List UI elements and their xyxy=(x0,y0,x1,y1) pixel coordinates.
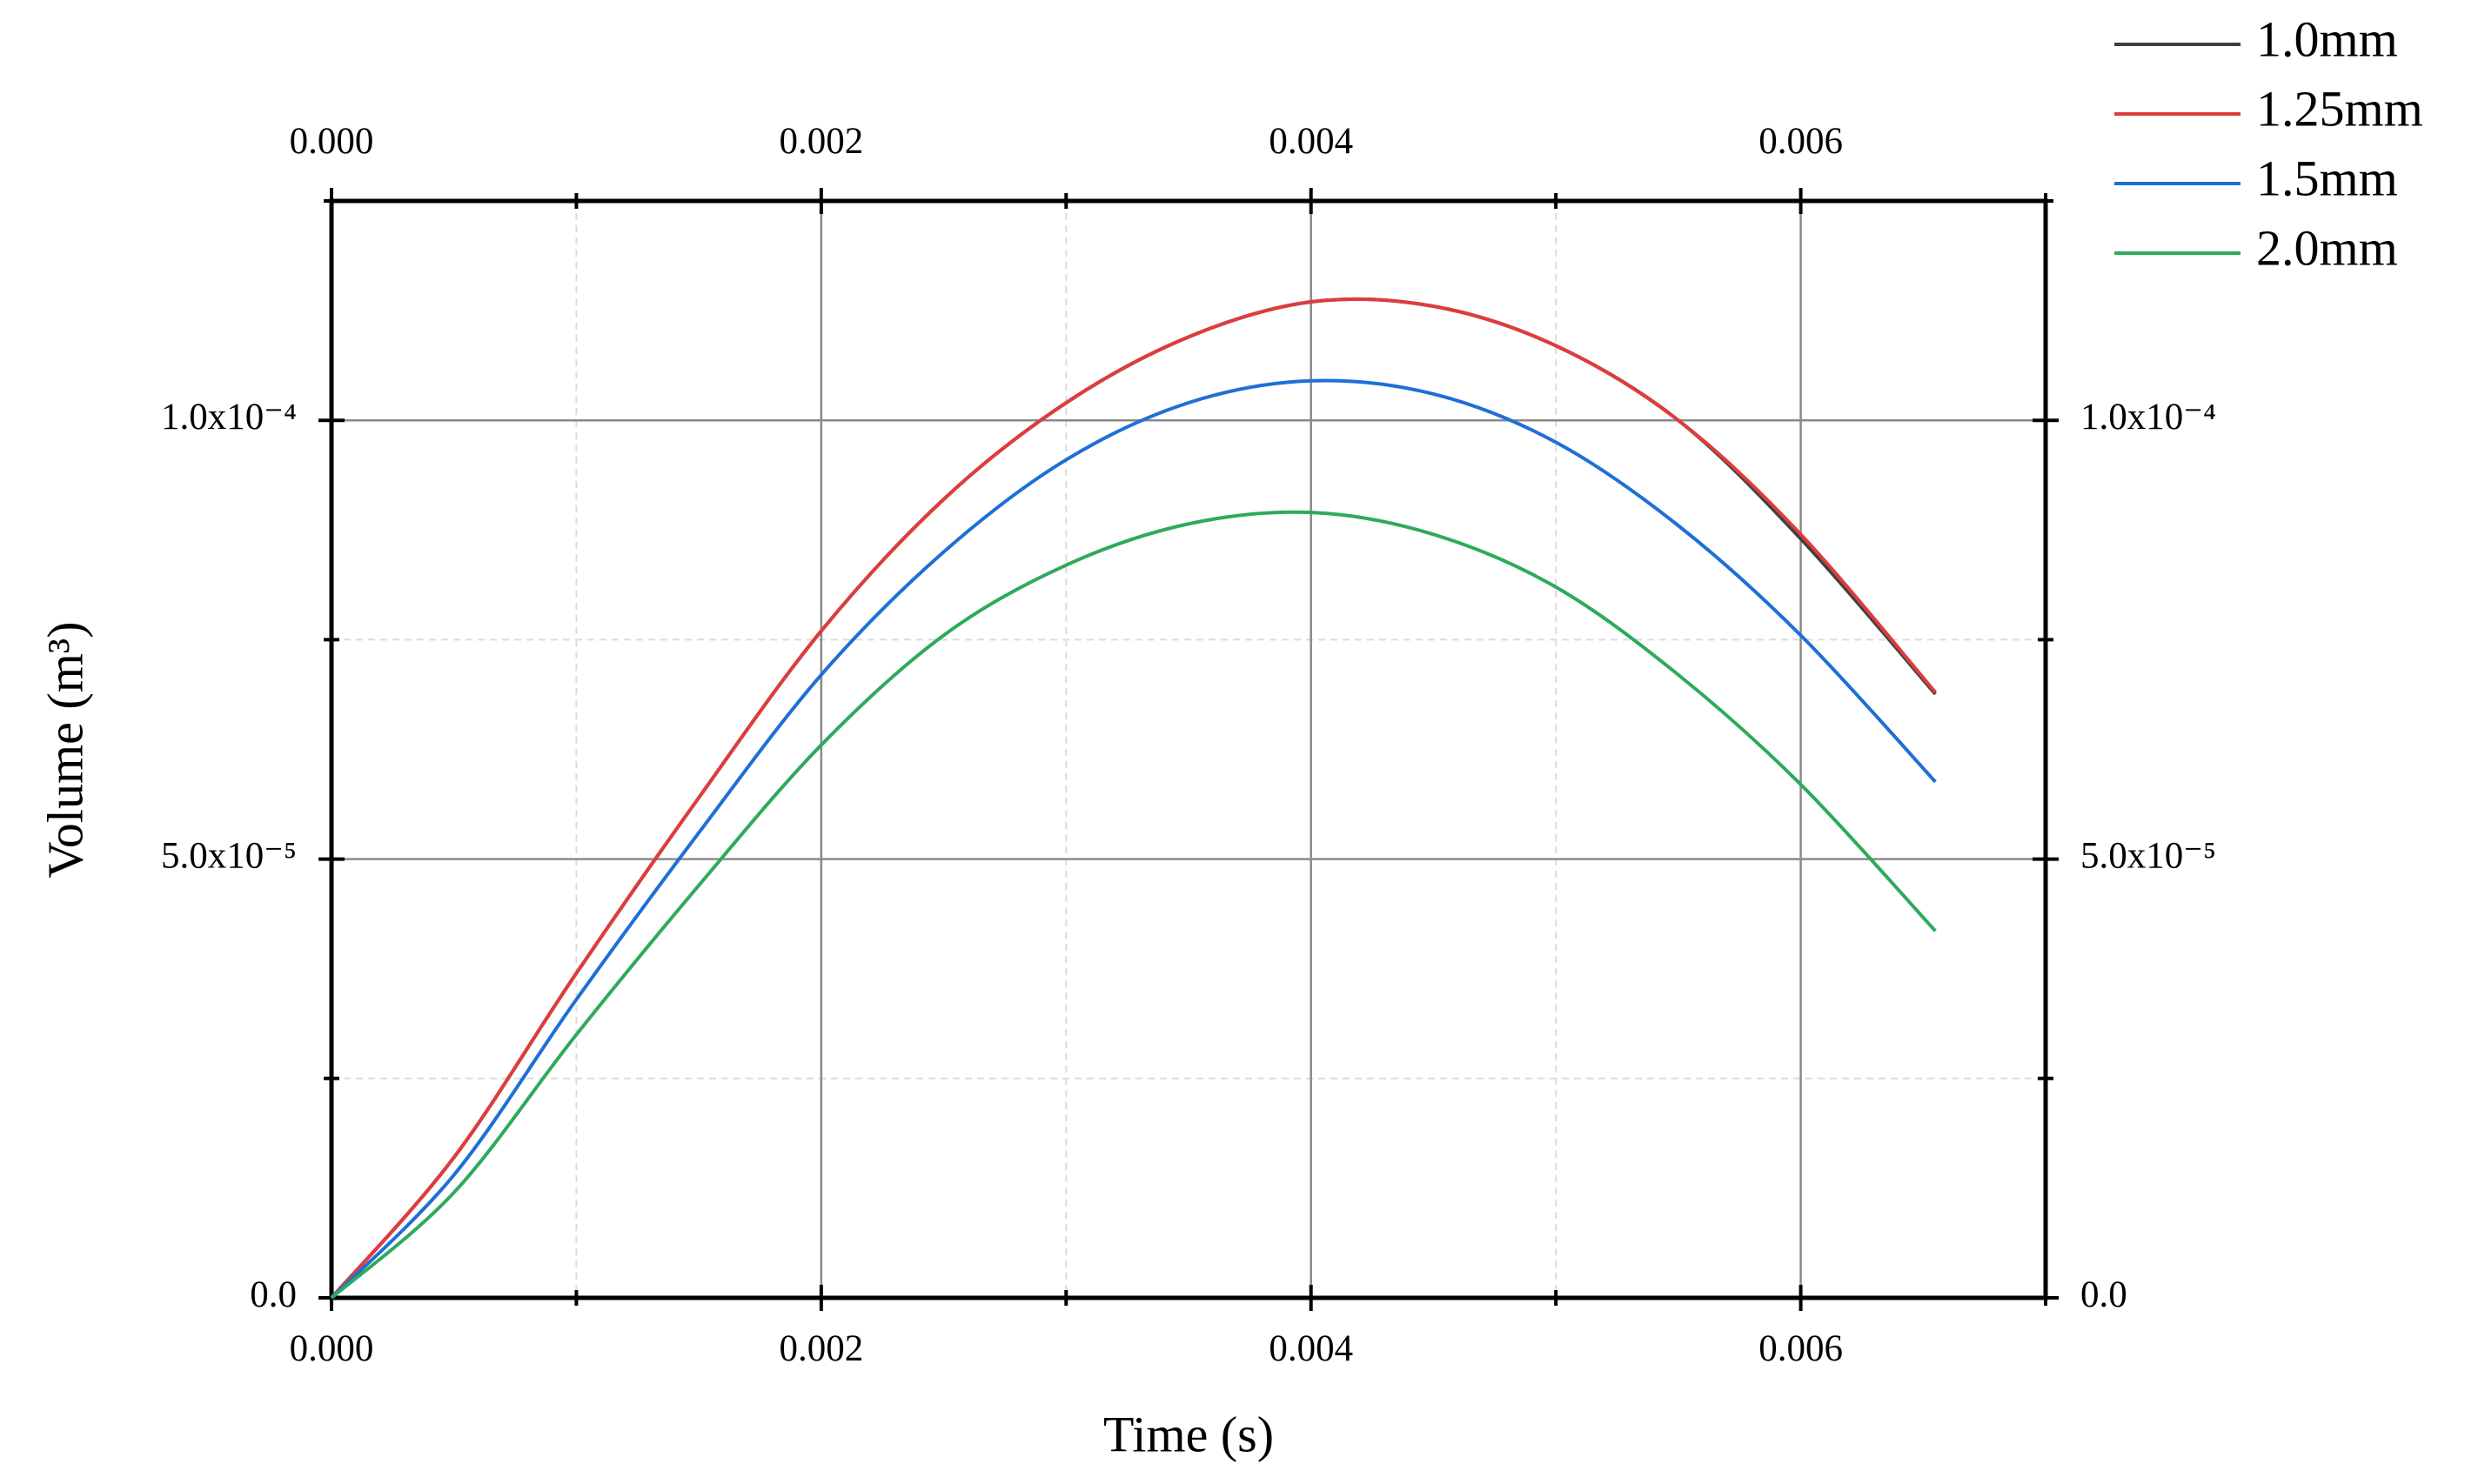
x-tick-label: 0.004 xyxy=(1269,1328,1353,1369)
y-tick-label: 5.0x10⁻⁵ xyxy=(161,835,297,876)
legend-label: 1.25mm xyxy=(2256,80,2423,137)
y-tick-label: 0.0 xyxy=(250,1274,297,1315)
legend-label: 1.5mm xyxy=(2256,150,2398,206)
data-line xyxy=(330,378,1937,1300)
x-axis-label: Time (s) xyxy=(1103,1406,1274,1462)
x-tick-label: 0.002 xyxy=(779,1328,863,1369)
x-tick-label: 0.006 xyxy=(1758,1328,1843,1369)
x-tick-label-top: 0.000 xyxy=(290,121,374,162)
y-tick-label: 1.0x10⁻⁴ xyxy=(161,397,297,438)
x-tick-label-top: 0.002 xyxy=(779,121,863,162)
data-line xyxy=(330,297,1937,1300)
x-tick-label-top: 0.006 xyxy=(1758,121,1843,162)
y-tick-label-right: 0.0 xyxy=(2080,1274,2127,1315)
plot-frame xyxy=(329,198,2048,1300)
x-tick-label-top: 0.004 xyxy=(1269,121,1353,162)
y-tick-label-right: 1.0x10⁻⁴ xyxy=(2080,397,2216,438)
data-line xyxy=(330,297,1937,1300)
legend-label: 1.0mm xyxy=(2256,10,2398,67)
y-tick-label-right: 5.0x10⁻⁵ xyxy=(2080,835,2216,876)
y-axis-label: Volume (m³) xyxy=(37,621,93,878)
x-tick-label: 0.000 xyxy=(290,1328,374,1369)
data-line xyxy=(330,510,1937,1300)
legend-label: 2.0mm xyxy=(2256,219,2398,276)
